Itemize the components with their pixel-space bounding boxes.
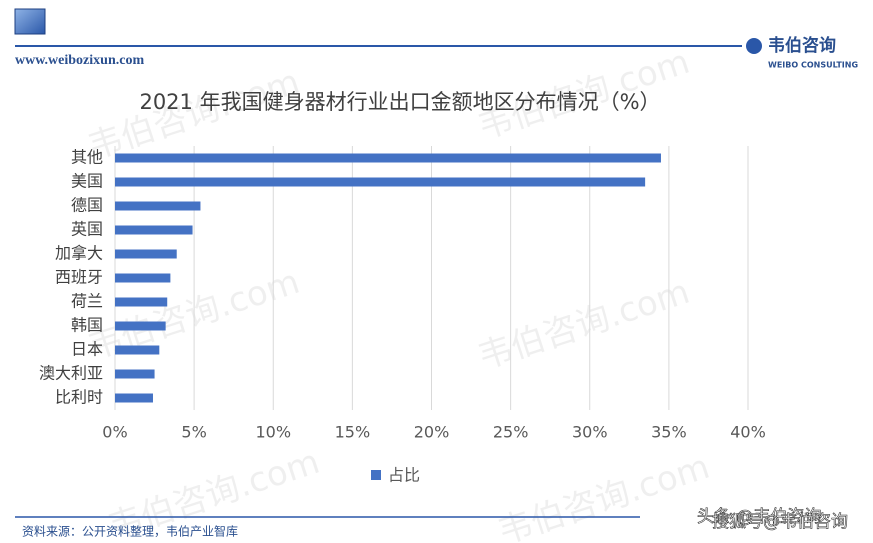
y-tick-label: 日本 xyxy=(71,340,103,359)
brand: 韦伯咨询 xyxy=(768,35,836,56)
x-tick-label: 40% xyxy=(730,423,766,442)
y-tick-label: 其他 xyxy=(71,148,103,167)
logo-icon xyxy=(14,8,46,35)
watermark: 搜狐号@韦伯咨询 xyxy=(712,512,848,532)
background-watermark: 韦伯咨询.com xyxy=(493,447,714,543)
bar xyxy=(115,225,193,235)
y-tick-label: 比利时 xyxy=(55,388,103,407)
x-tick-label: 5% xyxy=(181,423,206,442)
x-tick-label: 20% xyxy=(414,423,450,442)
y-tick-label: 澳大利亚 xyxy=(39,364,103,383)
chart-title: 2021 年我国健身器材行业出口金额地区分布情况（%） xyxy=(139,90,660,114)
bar xyxy=(115,153,661,163)
brand-mark xyxy=(746,38,762,54)
x-tick-label: 25% xyxy=(493,423,529,442)
source: 资料来源：公开资料整理，韦伯产业智库 xyxy=(22,524,238,539)
legend-label: 占比 xyxy=(388,466,420,485)
bar xyxy=(115,321,166,331)
x-tick-label: 10% xyxy=(255,423,291,442)
bar xyxy=(115,393,153,403)
y-tick-label: 韩国 xyxy=(71,316,103,335)
x-tick-label: 30% xyxy=(572,423,608,442)
background-watermark: 韦伯咨询.com xyxy=(473,272,694,378)
x-tick-label: 0% xyxy=(102,423,127,442)
bar xyxy=(115,369,155,379)
y-tick-label: 英国 xyxy=(71,220,103,239)
chart: 0% 5% 10% 15% 20% 25% 30% 35% 40% 其他美国德国英国加拿大西班牙荷… xyxy=(39,146,766,485)
watermark: 头条 @韦伯咨询 xyxy=(697,507,821,527)
y-tick-label: 西班牙 xyxy=(55,268,103,287)
bar xyxy=(115,249,177,259)
x-tick-label: 35% xyxy=(651,423,687,442)
x-tick-label: 15% xyxy=(335,423,371,442)
bar xyxy=(115,177,646,187)
y-tick-label: 荷兰 xyxy=(71,292,103,311)
brand-en: WEIBO CONSULTING xyxy=(768,61,858,70)
bar xyxy=(115,345,160,355)
site-url: www.weibozixun.com xyxy=(15,53,144,68)
legend-swatch xyxy=(371,470,381,480)
y-tick-label: 美国 xyxy=(71,172,103,191)
bar xyxy=(115,297,168,307)
y-tick-label: 德国 xyxy=(71,196,103,215)
bar xyxy=(115,273,171,283)
bar xyxy=(115,201,201,211)
y-tick-label: 加拿大 xyxy=(55,244,103,263)
